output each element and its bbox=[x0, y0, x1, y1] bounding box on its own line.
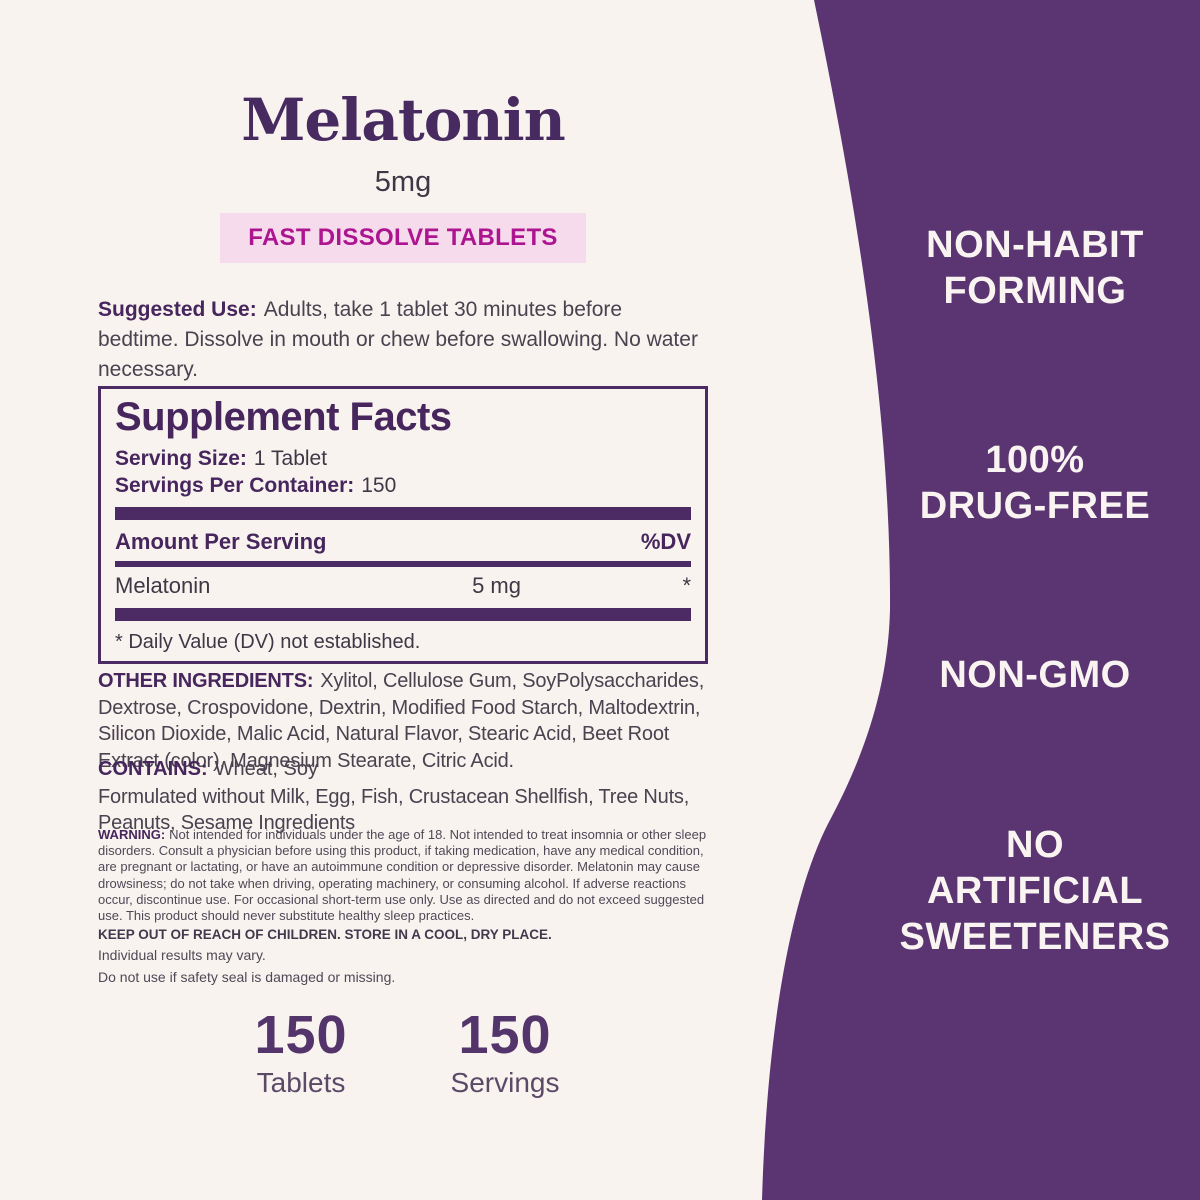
servings-count-number: 150 bbox=[458, 1005, 552, 1065]
other-ingredients-text: Xylitol, Cellulose Gum, SoyPolysaccharid… bbox=[98, 670, 705, 772]
serving-size-label: Serving Size: bbox=[115, 447, 247, 470]
amount-per-serving-header: Amount Per Serving bbox=[115, 529, 327, 554]
badge-row: FAST DISSOLVE TABLETS bbox=[98, 213, 708, 263]
tablets-count-label: Tablets bbox=[256, 1067, 346, 1098]
fast-dissolve-badge: FAST DISSOLVE TABLETS bbox=[220, 213, 586, 263]
dv-header: %DV bbox=[640, 529, 691, 554]
divider-bar-thick-bottom bbox=[115, 608, 691, 621]
label-content: Melatonin 5mg FAST DISSOLVE TABLETS Sugg… bbox=[98, 0, 708, 1200]
ingredient-amount: 5 mg bbox=[472, 573, 521, 598]
servings-per-container-label: Servings Per Container: bbox=[115, 474, 355, 497]
serving-size-line: Serving Size: 1 Tablet bbox=[115, 445, 691, 472]
suggested-use-label: Suggested Use: bbox=[98, 298, 257, 321]
servings-count: 150 Servings bbox=[445, 1006, 565, 1100]
servings-per-container-line: Servings Per Container: 150 bbox=[115, 472, 691, 499]
ingredient-name: Melatonin bbox=[115, 573, 211, 598]
formulated-without-text: Formulated without Milk, Egg, Fish, Crus… bbox=[98, 786, 690, 834]
tablets-count-number: 150 bbox=[254, 1005, 348, 1065]
warning-paragraph: WARNING: Not intended for individuals und… bbox=[98, 827, 708, 924]
divider-bar-thick bbox=[115, 507, 691, 520]
suggested-use-paragraph: Suggested Use: Adults, take 1 tablet 30 m… bbox=[98, 295, 708, 385]
other-ingredients-label: OTHER INGREDIENTS: bbox=[98, 670, 314, 692]
servings-per-container-value: 150 bbox=[361, 474, 397, 497]
count-badges-row: 150 Tablets 150 Servings bbox=[98, 1006, 708, 1100]
supplement-facts-box: Supplement Facts Serving Size: 1 Tablet S… bbox=[98, 386, 708, 664]
contains-text: Wheat, Soy bbox=[214, 758, 319, 780]
dv-footnote: * Daily Value (DV) not established. bbox=[115, 631, 421, 653]
divider-bar-thin bbox=[115, 561, 691, 567]
contains-label: CONTAINS: bbox=[98, 758, 208, 780]
product-title: Melatonin bbox=[241, 86, 566, 154]
dosage-text: 5mg bbox=[374, 166, 432, 198]
amount-header-row: Amount Per Serving %DV bbox=[115, 528, 691, 556]
supplement-facts-title: Supplement Facts bbox=[115, 395, 452, 439]
keep-out-of-reach-text: KEEP OUT OF REACH OF CHILDREN. STORE IN … bbox=[98, 927, 552, 942]
warning-label: WARNING: bbox=[98, 827, 166, 842]
ingredient-dv: * bbox=[682, 573, 691, 598]
servings-count-label: Servings bbox=[450, 1067, 560, 1098]
safety-seal-text: Do not use if safety seal is damaged or … bbox=[98, 969, 396, 985]
warning-text: Not intended for individuals under the a… bbox=[98, 827, 707, 924]
suggested-use-text: Adults, take 1 tablet 30 minutes before … bbox=[98, 298, 698, 381]
tablets-count: 150 Tablets bbox=[241, 1006, 361, 1100]
contains-line: CONTAINS: Wheat, Soy bbox=[98, 756, 708, 782]
other-ingredients-paragraph: OTHER INGREDIENTS: Xylitol, Cellulose Gum… bbox=[98, 668, 708, 774]
ingredient-row: Melatonin 5 mg * bbox=[115, 572, 691, 600]
serving-size-value: 1 Tablet bbox=[253, 447, 328, 470]
individual-results-text: Individual results may vary. bbox=[98, 947, 266, 963]
